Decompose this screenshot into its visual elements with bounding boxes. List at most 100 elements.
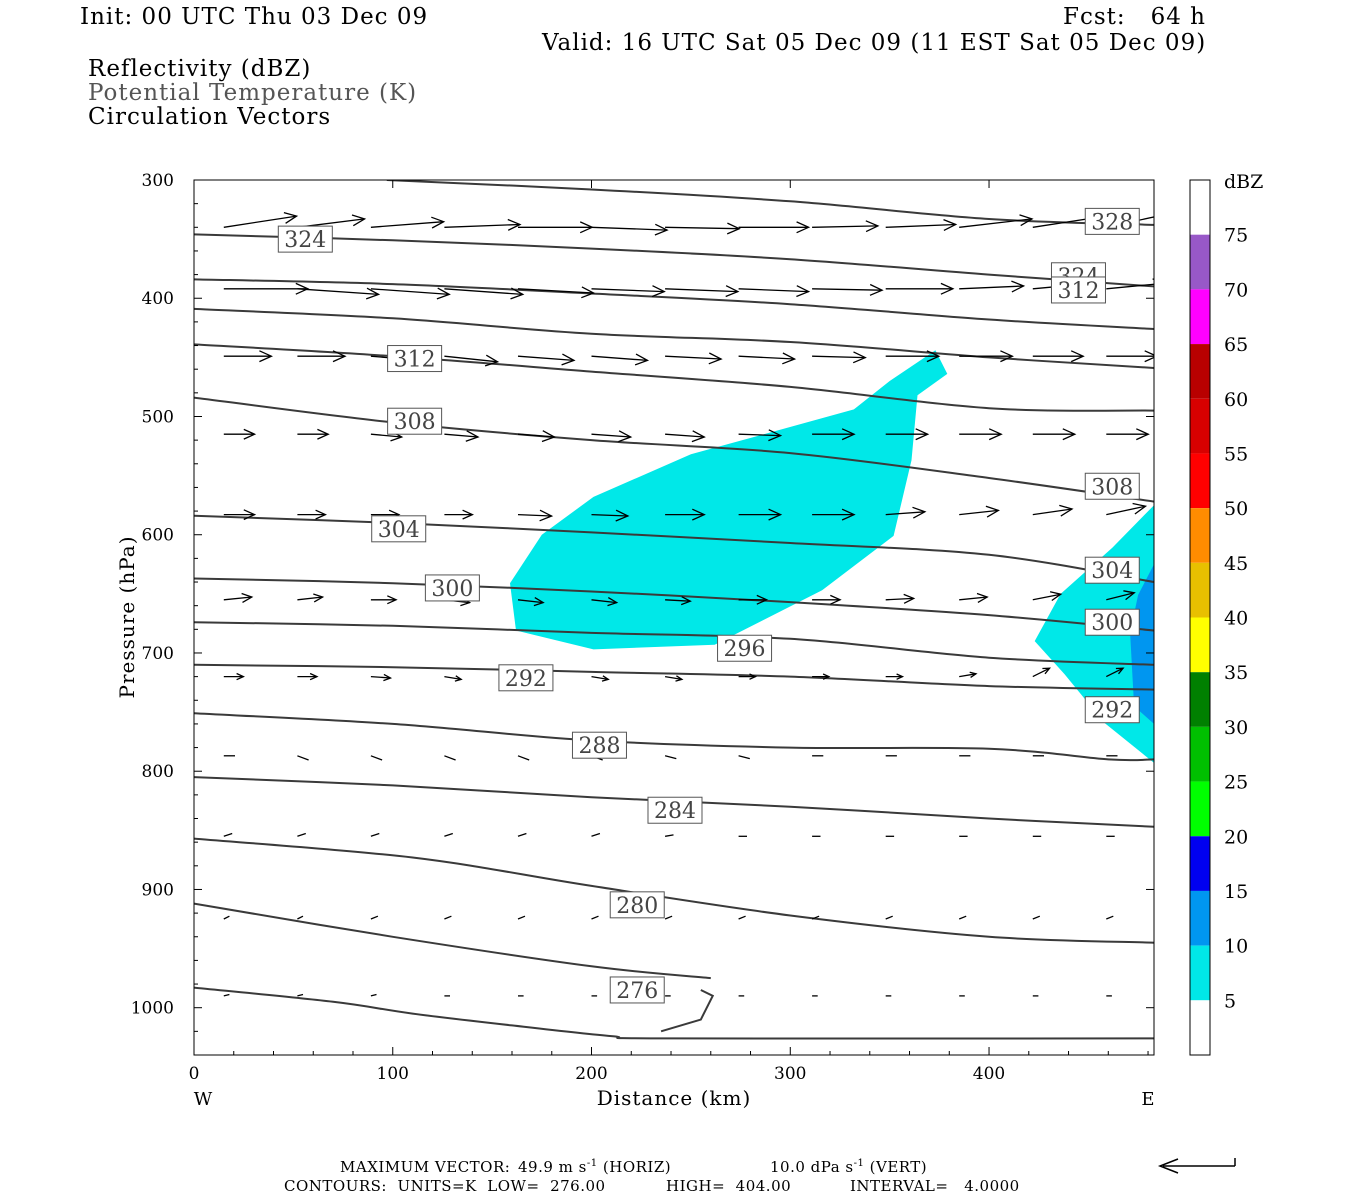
circulation-vector [370, 832, 380, 837]
vector-head [976, 592, 989, 603]
vector-shaft [297, 288, 379, 296]
theta-contour-328 [194, 233, 1154, 288]
contour-label-text: 304 [1091, 559, 1133, 584]
contour-label-text: 328 [1091, 210, 1133, 235]
circulation-vector [1106, 502, 1148, 516]
vector-head [903, 593, 916, 604]
vector-head [615, 509, 630, 522]
contour-label-text: 292 [505, 667, 547, 692]
vector-head [865, 220, 880, 233]
x-end-label-west: W [194, 1089, 213, 1110]
circulation-vector [223, 350, 273, 363]
circulation-vector [444, 354, 500, 367]
vector-head [756, 594, 769, 605]
vector-head [309, 672, 319, 681]
contour-label-text: 300 [1091, 611, 1133, 636]
vector-head [1115, 667, 1125, 675]
circulation-vector [665, 430, 706, 443]
circulation-vector [959, 350, 1014, 363]
circulation-vector [738, 221, 811, 234]
vector-shaft [1032, 593, 1061, 601]
theta-contour-320 [194, 307, 1154, 369]
vector-head [607, 597, 619, 607]
circulation-vector [370, 287, 451, 300]
circulation-vector [591, 832, 601, 837]
contour-label-box [1050, 276, 1106, 304]
vector-head [436, 287, 451, 300]
circulation-vector [812, 351, 867, 364]
colorbar-label: 65 [1224, 334, 1248, 356]
vector-head [581, 286, 596, 299]
colorbar-label: 70 [1224, 279, 1248, 301]
vector-shaft [885, 915, 893, 920]
vector-head [768, 508, 783, 521]
vector-head [462, 509, 474, 520]
circulation-vector [1032, 915, 1041, 920]
vector-shaft [1032, 915, 1041, 920]
vector-shaft [370, 755, 383, 761]
vector-head [896, 673, 905, 680]
vector-head [988, 428, 1003, 441]
vector-shaft [297, 832, 307, 837]
contour-label: 308 [1084, 472, 1140, 500]
vector-shaft [223, 993, 230, 997]
vector-head [561, 353, 576, 366]
colorbar-swatch [1190, 289, 1210, 345]
circulation-vector [297, 993, 304, 997]
vector-shaft [812, 355, 866, 359]
contour-label-box [1084, 556, 1140, 584]
vector-head [726, 222, 741, 235]
vector-shaft [665, 355, 722, 360]
field-reflectivity: Reflectivity (dBZ) [88, 56, 312, 82]
reflectivity-region-10dbz [1130, 564, 1154, 724]
circulation-vector [370, 595, 398, 605]
vector-head [915, 428, 930, 441]
vector-head [601, 675, 610, 682]
circulation-vector [297, 755, 309, 761]
colorbar-label: 35 [1224, 662, 1248, 684]
contour-label-box [1084, 472, 1140, 500]
circulation-vector [370, 216, 446, 229]
contour-label: 312 [387, 345, 443, 373]
colorbar-swatch [1190, 398, 1210, 454]
y-tick-label: 800 [142, 762, 174, 782]
vector-shaft [591, 915, 599, 920]
y-tick-label: 300 [142, 171, 174, 191]
circulation-vector [223, 592, 254, 603]
vector-shaft [591, 288, 665, 293]
forecast-hour: Fcst: 64 h [1063, 4, 1206, 30]
contour-label: 304 [371, 515, 427, 543]
vector-shaft [444, 832, 454, 837]
vector-head [507, 218, 522, 231]
theta-contour-304 [194, 577, 1154, 632]
colorbar-swatch [1190, 508, 1210, 563]
theta-contour-332 [386, 180, 1154, 226]
vector-shaft [297, 993, 304, 997]
vector-head [912, 506, 927, 519]
circulation-vector [885, 350, 941, 363]
contour-label: 284 [647, 796, 703, 824]
vector-shaft [738, 355, 795, 360]
vector-head [484, 354, 500, 367]
contour-label-box [571, 731, 627, 759]
circulation-vector [738, 352, 797, 365]
vector-head [539, 509, 554, 522]
circulation-vector [517, 755, 530, 761]
theta-contour-312 [194, 396, 1154, 503]
vector-head [654, 223, 669, 236]
y-tick-label: 1000 [131, 999, 174, 1019]
colorbar-swatch [1190, 234, 1210, 290]
colorbar-swatch [1190, 344, 1210, 399]
vector-shaft [223, 915, 230, 920]
circulation-vector [812, 594, 842, 605]
vector-head [940, 282, 955, 295]
circulation-vector [738, 508, 783, 521]
theta-contour-276 [194, 986, 1154, 1040]
circulation-vector [444, 915, 452, 920]
colorbar-label: 20 [1224, 826, 1248, 848]
contour-high: HIGH= 404.00 [666, 1177, 792, 1195]
colorbar-swatch [1190, 945, 1210, 1001]
contour-info: CONTOURS: UNITS=K LOW= 276.00 [284, 1177, 606, 1195]
circulation-vector [591, 353, 650, 366]
vector-head [236, 672, 245, 681]
